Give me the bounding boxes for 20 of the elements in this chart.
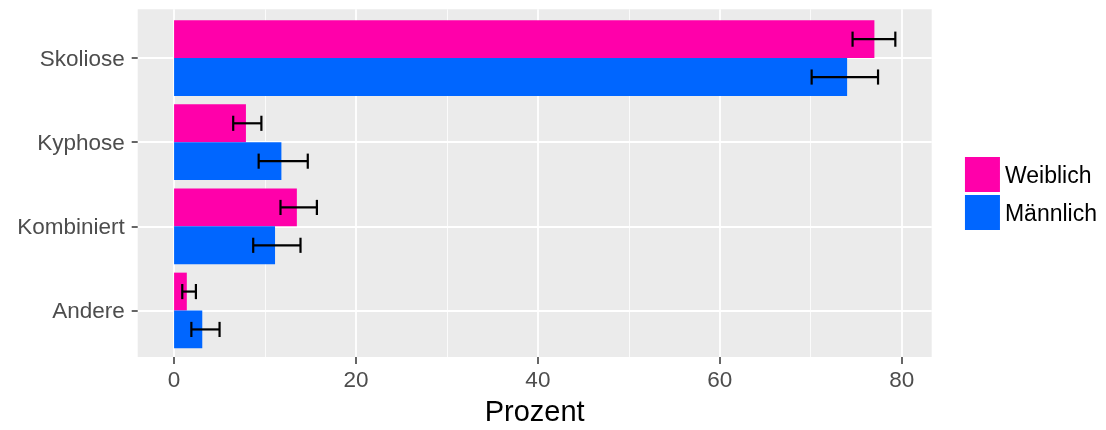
bar: [174, 272, 187, 311]
x-tick-label: 60: [707, 367, 733, 393]
x-axis-title: Prozent: [484, 394, 585, 427]
y-tick-label: Andere: [52, 298, 125, 323]
y-tick-label: Kombiniert: [17, 213, 126, 239]
x-tick-label: 80: [889, 367, 915, 393]
bar: [174, 58, 848, 96]
bar: [174, 142, 282, 181]
legend-label: Weiblich: [1004, 161, 1092, 188]
x-tick-label: 20: [343, 367, 369, 393]
x-tick-label: 0: [167, 367, 181, 393]
y-tick-label: Kyphose: [37, 129, 125, 155]
bar: [174, 20, 875, 59]
bar: [174, 104, 246, 143]
legend-label: Männlich: [1004, 199, 1097, 226]
x-tick-label: 40: [525, 367, 551, 393]
bar: [174, 226, 276, 265]
bar: [174, 188, 297, 227]
bar: [174, 310, 203, 349]
y-tick-label: Skoliose: [39, 45, 125, 71]
